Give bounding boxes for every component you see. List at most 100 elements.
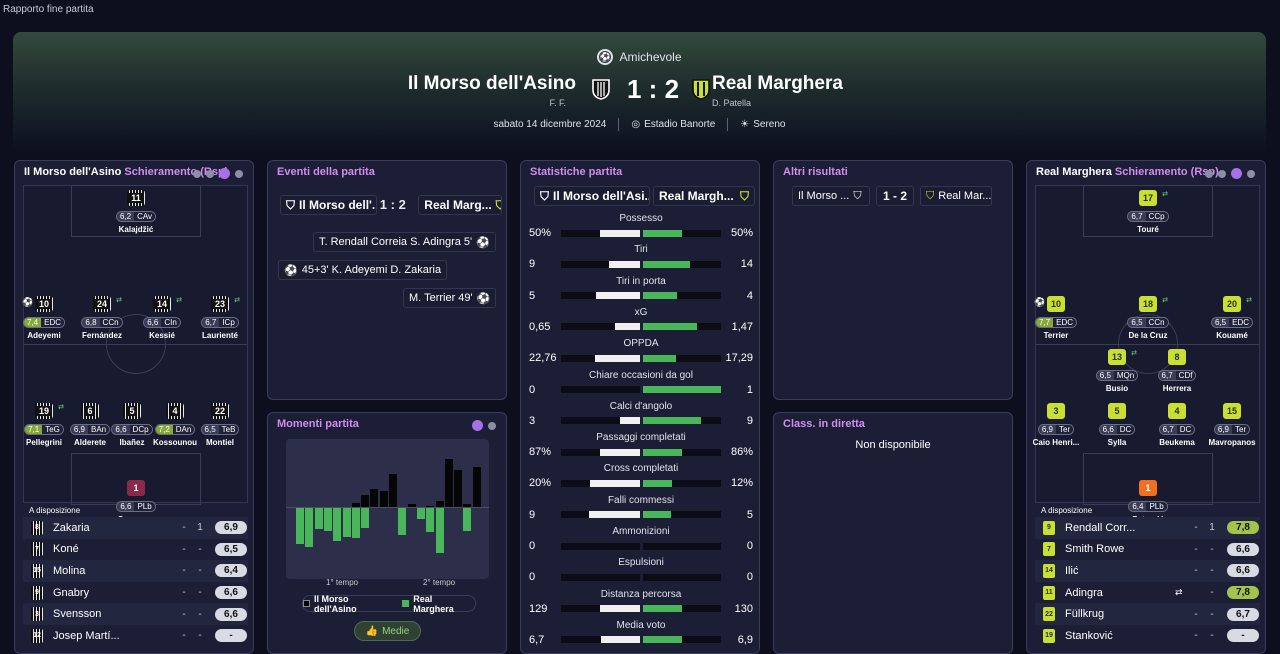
page-dot[interactable] xyxy=(488,421,496,430)
stat-row: Tiri in porta 5 4 xyxy=(529,276,753,304)
pitch-player[interactable]: ⇄ 14 6,6 CIn Kessié xyxy=(134,296,190,340)
player-rating: 7,1 xyxy=(25,425,43,434)
substitution-icon: ⇄ xyxy=(1131,350,1137,357)
sub-row[interactable]: 11 Adingra ⇄ - 7,8 xyxy=(1035,582,1260,604)
pitch-player[interactable]: 22 6,5 TeB Montiel xyxy=(192,403,248,447)
rating-badge: 6,7 CCp xyxy=(1127,211,1169,222)
pitch-player[interactable]: 3 6,9 Ter Caio Henri... xyxy=(1028,403,1084,447)
substitution-icon: ⇄ xyxy=(176,297,182,304)
page-dot-active[interactable] xyxy=(1231,168,1242,179)
sub-row[interactable]: 22 Füllkrug - - 6,7 xyxy=(1035,603,1260,625)
pitch-player[interactable]: ⚽ 10 7,7 EDC Terrier xyxy=(1028,296,1084,340)
lineup-view-dots[interactable] xyxy=(1205,168,1255,179)
stat-away-bar xyxy=(642,636,683,644)
events-away-chip[interactable]: Real Marg... ⛉ xyxy=(418,195,503,215)
sub-row[interactable]: 12 Josep Martí... - - - xyxy=(23,625,248,647)
stat-label: Cross completati xyxy=(603,463,679,475)
player-position: DC xyxy=(1176,425,1195,434)
pitch-player[interactable]: 16,6PLbSzczęsny xyxy=(108,480,164,524)
stat-home-bar xyxy=(600,229,640,237)
other-result-row[interactable]: Il Morso ... ⛉ 1 - 2 ⛉ Real Mar... xyxy=(792,186,992,206)
momenti-dots[interactable] xyxy=(472,420,496,431)
sub-name: Ilić xyxy=(1065,564,1079,577)
stat-away-bar xyxy=(642,292,678,300)
page-dot-active[interactable] xyxy=(472,420,483,431)
medie-button[interactable]: 👍 Medie xyxy=(354,621,421,641)
sub-row[interactable]: 3 Svensson - - 6,6 xyxy=(23,603,248,625)
away-momentum-bar xyxy=(323,508,332,531)
stat-home-bar xyxy=(594,354,640,362)
stat-row: Cross completati 20% 12% xyxy=(529,463,753,491)
page-dot[interactable] xyxy=(1205,169,1213,178)
player-rating: 6,5 xyxy=(201,425,219,434)
page-dot[interactable] xyxy=(1247,169,1255,178)
sub-row[interactable]: 9 Rendall Corr... -1 7,8 xyxy=(1035,517,1260,539)
away-team-name[interactable]: Real Marghera xyxy=(712,73,843,94)
pitch-player[interactable]: 6 6,9 BAn Alderete xyxy=(62,403,118,447)
event-item[interactable]: ⚽ 45+3' K. Adeyemi D. Zakaria xyxy=(278,260,448,280)
shirt-icon: 3 xyxy=(1047,403,1065,419)
pitch-player[interactable]: ⇄ 18 6,5 CCn De la Cruz xyxy=(1120,296,1176,340)
stat-label: Passaggi completati xyxy=(596,432,686,444)
pitch-player[interactable]: ⇄ 17 6,7 CCp Touré xyxy=(1120,190,1176,234)
event-item[interactable]: M. Terrier 49' ⚽ xyxy=(403,288,497,308)
pitch-player[interactable]: ⇄ 19 7,1 TeG Pellegrini xyxy=(16,403,72,447)
pitch-player[interactable]: ⇄ 20 6,5 EDC Kouamé xyxy=(1204,296,1260,340)
pitch-player[interactable]: 11 6,2 CAv Kalajdžić xyxy=(108,190,164,234)
pitch-player[interactable]: ⇄ 24 6,8 CCn Fernández xyxy=(74,296,130,340)
event-item[interactable]: T. Rendall Correia S. Adingra 5' ⚽ xyxy=(313,232,496,252)
page-dot-active[interactable] xyxy=(219,168,230,179)
stat-away-bar xyxy=(642,479,672,487)
shirt-number: 5 xyxy=(127,406,137,416)
player-name: Beukema xyxy=(1159,438,1195,447)
sub-row[interactable]: 8 Zakaria -1 6,9 xyxy=(23,517,248,539)
stat-label: xG xyxy=(634,306,648,318)
sub-name: Füllkrug xyxy=(1065,608,1105,621)
pitch-player[interactable]: ⚽ 10 7,4 EDC Adeyemi xyxy=(16,296,72,340)
home-momentum-bar xyxy=(407,504,416,507)
away-pitch: ⇄ 17 6,7 CCp Touré ⚽ 10 7,7 EDC Terrier ⇄ 18 6,5 CCn D… xyxy=(1033,185,1260,524)
other-results-title: Altri risultati xyxy=(783,166,848,178)
away-momentum-bar xyxy=(398,508,407,535)
pitch-player[interactable]: 5 6,6 DC Sylla xyxy=(1089,403,1145,447)
shirt-icon: 5 xyxy=(1108,403,1126,419)
home-team-name[interactable]: Il Morso dell'Asino xyxy=(407,73,576,94)
page-dot[interactable] xyxy=(193,169,201,178)
pitch-player[interactable]: 4 7,2 DAn Kossounou xyxy=(147,403,203,447)
stat-home-value: 129 xyxy=(529,602,548,615)
events-home-chip[interactable]: ⛉ Il Morso dell'... xyxy=(280,195,378,215)
sub-row[interactable]: 14 Ilić - - 6,6 xyxy=(1035,560,1260,582)
page-dot[interactable] xyxy=(235,169,243,178)
home-pitch: 11 6,2 CAv Kalajdžić ⚽ 10 7,4 EDC Adeyemi ⇄ 24 6,8 C… xyxy=(22,185,248,524)
sub-stat: - xyxy=(198,543,202,555)
pitch-player[interactable]: 5 6,6 DCp Ibañez xyxy=(104,403,160,447)
match-venue[interactable]: Estadio Banorte xyxy=(644,119,716,130)
shirt-number: 10 xyxy=(1050,299,1061,309)
player-name: Sylla xyxy=(1107,438,1127,447)
pitch-player[interactable]: 4 6,7 DC Beukema xyxy=(1149,403,1205,447)
sub-row[interactable]: 15 Molina - - 6,4 xyxy=(23,560,248,582)
player-name: De la Cruz xyxy=(1128,331,1168,340)
lineup-view-dots[interactable] xyxy=(193,168,243,179)
sub-row[interactable]: 7 Smith Rowe - - 6,6 xyxy=(1035,539,1260,561)
stats-away-chip[interactable]: Real Margh... ⛉ xyxy=(653,186,755,206)
page-dot[interactable] xyxy=(206,169,214,178)
player-name: Laurienté xyxy=(201,331,238,340)
pitch-player[interactable]: ⇄ 23 6,7 ICp Laurienté xyxy=(192,296,248,340)
sub-row[interactable]: 9 Gnabry - - 6,6 xyxy=(23,582,248,604)
stat-home-bar xyxy=(615,323,640,331)
pitch-player[interactable]: ⇄ 13 6,5 MQn Busio xyxy=(1089,349,1145,393)
pitch-player[interactable]: 15 6,9 Ter Mavropanos xyxy=(1204,403,1260,447)
shirt-icon: 1 xyxy=(127,480,145,496)
player-position: EDC xyxy=(41,318,64,327)
stats-home-chip[interactable]: ⛉ Il Morso dell'Asi... xyxy=(534,186,650,206)
shirt-icon: 14 xyxy=(1043,563,1055,578)
home-crest-icon: ⛉ xyxy=(286,197,296,212)
player-rating: 6,5 xyxy=(1211,318,1230,327)
home-momentum-bar xyxy=(361,495,370,507)
sub-name: Rendall Corr... xyxy=(1065,521,1136,534)
sub-row[interactable]: 7 Koné - - 6,5 xyxy=(23,539,248,561)
sub-row[interactable]: 19 Stanković - - - xyxy=(1035,625,1260,647)
page-dot[interactable] xyxy=(1218,169,1226,178)
pitch-player[interactable]: 8 6,7 CDf Herrera xyxy=(1149,349,1205,393)
